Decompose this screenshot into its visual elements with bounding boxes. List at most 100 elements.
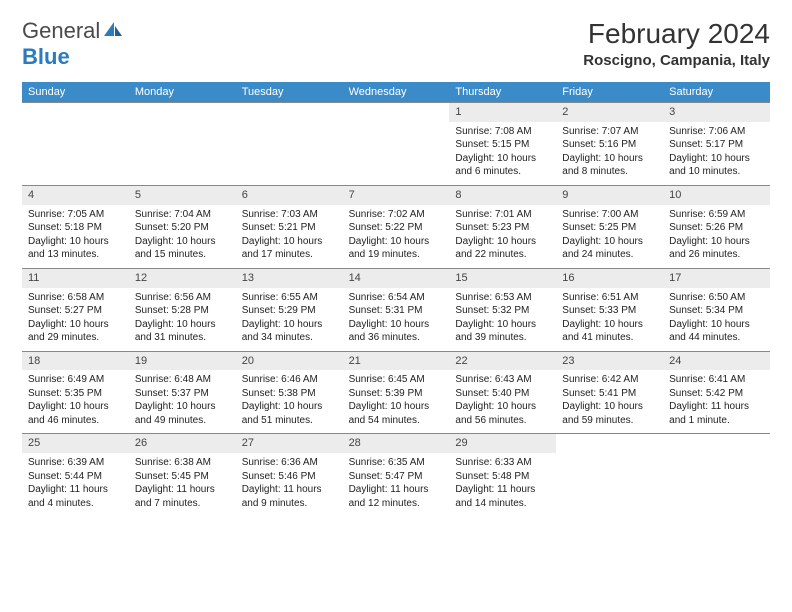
- page-header: GeneralBlue February 2024 Roscigno, Camp…: [22, 18, 770, 70]
- brand-part1: General: [22, 18, 100, 43]
- daylight-text: Daylight: 11 hours and 4 minutes.: [28, 483, 123, 510]
- daylight-text: Daylight: 10 hours and 39 minutes.: [455, 318, 550, 345]
- sunset-text: Sunset: 5:21 PM: [242, 221, 337, 235]
- day-cell: 19Sunrise: 6:48 AMSunset: 5:37 PMDayligh…: [129, 352, 236, 434]
- sunrise-text: Sunrise: 6:39 AM: [28, 456, 123, 470]
- brand-logo: GeneralBlue: [22, 18, 124, 70]
- day-number: 2: [556, 103, 663, 122]
- day-cell: 17Sunrise: 6:50 AMSunset: 5:34 PMDayligh…: [663, 269, 770, 351]
- sunset-text: Sunset: 5:20 PM: [135, 221, 230, 235]
- day-content: Sunrise: 7:06 AMSunset: 5:17 PMDaylight:…: [663, 122, 770, 185]
- sunrise-text: Sunrise: 6:35 AM: [349, 456, 444, 470]
- sunset-text: Sunset: 5:37 PM: [135, 387, 230, 401]
- weeks-container: ....1Sunrise: 7:08 AMSunset: 5:15 PMDayl…: [22, 102, 770, 516]
- sunset-text: Sunset: 5:32 PM: [455, 304, 550, 318]
- brand-text: GeneralBlue: [22, 18, 124, 70]
- day-cell: 29Sunrise: 6:33 AMSunset: 5:48 PMDayligh…: [449, 434, 556, 516]
- day-cell: 10Sunrise: 6:59 AMSunset: 5:26 PMDayligh…: [663, 186, 770, 268]
- week-row: ....1Sunrise: 7:08 AMSunset: 5:15 PMDayl…: [22, 102, 770, 185]
- day-number: 4: [22, 186, 129, 205]
- weekday-header: Saturday: [663, 82, 770, 102]
- sunset-text: Sunset: 5:28 PM: [135, 304, 230, 318]
- daylight-text: Daylight: 10 hours and 34 minutes.: [242, 318, 337, 345]
- sunrise-text: Sunrise: 7:06 AM: [669, 125, 764, 139]
- calendar-page: GeneralBlue February 2024 Roscigno, Camp…: [0, 0, 792, 534]
- day-content: Sunrise: 7:02 AMSunset: 5:22 PMDaylight:…: [343, 205, 450, 268]
- sunset-text: Sunset: 5:15 PM: [455, 138, 550, 152]
- sunset-text: Sunset: 5:42 PM: [669, 387, 764, 401]
- day-cell: 26Sunrise: 6:38 AMSunset: 5:45 PMDayligh…: [129, 434, 236, 516]
- sunrise-text: Sunrise: 6:41 AM: [669, 373, 764, 387]
- day-cell: 23Sunrise: 6:42 AMSunset: 5:41 PMDayligh…: [556, 352, 663, 434]
- daylight-text: Daylight: 10 hours and 46 minutes.: [28, 400, 123, 427]
- daylight-text: Daylight: 11 hours and 14 minutes.: [455, 483, 550, 510]
- day-content: Sunrise: 6:45 AMSunset: 5:39 PMDaylight:…: [343, 370, 450, 433]
- weekday-header: Tuesday: [236, 82, 343, 102]
- daylight-text: Daylight: 10 hours and 19 minutes.: [349, 235, 444, 262]
- sunrise-text: Sunrise: 6:55 AM: [242, 291, 337, 305]
- sunset-text: Sunset: 5:25 PM: [562, 221, 657, 235]
- sunset-text: Sunset: 5:44 PM: [28, 470, 123, 484]
- day-number: 21: [343, 352, 450, 371]
- sunset-text: Sunset: 5:47 PM: [349, 470, 444, 484]
- day-content: Sunrise: 7:01 AMSunset: 5:23 PMDaylight:…: [449, 205, 556, 268]
- day-number: 12: [129, 269, 236, 288]
- day-cell: 2Sunrise: 7:07 AMSunset: 5:16 PMDaylight…: [556, 103, 663, 185]
- day-content: Sunrise: 7:05 AMSunset: 5:18 PMDaylight:…: [22, 205, 129, 268]
- sunrise-text: Sunrise: 6:33 AM: [455, 456, 550, 470]
- day-cell: 25Sunrise: 6:39 AMSunset: 5:44 PMDayligh…: [22, 434, 129, 516]
- day-number: 22: [449, 352, 556, 371]
- sunrise-text: Sunrise: 7:03 AM: [242, 208, 337, 222]
- day-content: Sunrise: 7:07 AMSunset: 5:16 PMDaylight:…: [556, 122, 663, 185]
- day-content: Sunrise: 6:33 AMSunset: 5:48 PMDaylight:…: [449, 453, 556, 516]
- day-number: 8: [449, 186, 556, 205]
- weekday-header: Thursday: [449, 82, 556, 102]
- day-content: Sunrise: 7:04 AMSunset: 5:20 PMDaylight:…: [129, 205, 236, 268]
- day-number: 14: [343, 269, 450, 288]
- day-cell: .: [663, 434, 770, 516]
- sunrise-text: Sunrise: 7:05 AM: [28, 208, 123, 222]
- sunrise-text: Sunrise: 7:02 AM: [349, 208, 444, 222]
- month-title: February 2024: [583, 18, 770, 50]
- week-row: 18Sunrise: 6:49 AMSunset: 5:35 PMDayligh…: [22, 351, 770, 434]
- day-cell: 9Sunrise: 7:00 AMSunset: 5:25 PMDaylight…: [556, 186, 663, 268]
- daylight-text: Daylight: 10 hours and 41 minutes.: [562, 318, 657, 345]
- day-content: Sunrise: 6:56 AMSunset: 5:28 PMDaylight:…: [129, 288, 236, 351]
- day-number: 5: [129, 186, 236, 205]
- sunset-text: Sunset: 5:27 PM: [28, 304, 123, 318]
- sunrise-text: Sunrise: 6:48 AM: [135, 373, 230, 387]
- sunset-text: Sunset: 5:22 PM: [349, 221, 444, 235]
- weekday-header: Sunday: [22, 82, 129, 102]
- day-cell: .: [22, 103, 129, 185]
- daylight-text: Daylight: 11 hours and 7 minutes.: [135, 483, 230, 510]
- day-number: 3: [663, 103, 770, 122]
- day-cell: .: [556, 434, 663, 516]
- day-cell: .: [236, 103, 343, 185]
- day-content: Sunrise: 7:00 AMSunset: 5:25 PMDaylight:…: [556, 205, 663, 268]
- day-cell: 22Sunrise: 6:43 AMSunset: 5:40 PMDayligh…: [449, 352, 556, 434]
- day-cell: 13Sunrise: 6:55 AMSunset: 5:29 PMDayligh…: [236, 269, 343, 351]
- sunrise-text: Sunrise: 6:43 AM: [455, 373, 550, 387]
- sunset-text: Sunset: 5:46 PM: [242, 470, 337, 484]
- daylight-text: Daylight: 10 hours and 54 minutes.: [349, 400, 444, 427]
- sunrise-text: Sunrise: 6:54 AM: [349, 291, 444, 305]
- calendar-grid: Sunday Monday Tuesday Wednesday Thursday…: [22, 82, 770, 516]
- sunset-text: Sunset: 5:17 PM: [669, 138, 764, 152]
- daylight-text: Daylight: 10 hours and 26 minutes.: [669, 235, 764, 262]
- day-cell: 20Sunrise: 6:46 AMSunset: 5:38 PMDayligh…: [236, 352, 343, 434]
- day-content: Sunrise: 6:53 AMSunset: 5:32 PMDaylight:…: [449, 288, 556, 351]
- day-content: Sunrise: 6:41 AMSunset: 5:42 PMDaylight:…: [663, 370, 770, 433]
- day-content: Sunrise: 6:48 AMSunset: 5:37 PMDaylight:…: [129, 370, 236, 433]
- day-content: Sunrise: 6:55 AMSunset: 5:29 PMDaylight:…: [236, 288, 343, 351]
- daylight-text: Daylight: 10 hours and 56 minutes.: [455, 400, 550, 427]
- sunset-text: Sunset: 5:29 PM: [242, 304, 337, 318]
- sunset-text: Sunset: 5:45 PM: [135, 470, 230, 484]
- sunset-text: Sunset: 5:34 PM: [669, 304, 764, 318]
- day-number: 26: [129, 434, 236, 453]
- day-number: 19: [129, 352, 236, 371]
- sunrise-text: Sunrise: 6:42 AM: [562, 373, 657, 387]
- sunrise-text: Sunrise: 6:46 AM: [242, 373, 337, 387]
- day-cell: 3Sunrise: 7:06 AMSunset: 5:17 PMDaylight…: [663, 103, 770, 185]
- day-cell: .: [343, 103, 450, 185]
- daylight-text: Daylight: 10 hours and 44 minutes.: [669, 318, 764, 345]
